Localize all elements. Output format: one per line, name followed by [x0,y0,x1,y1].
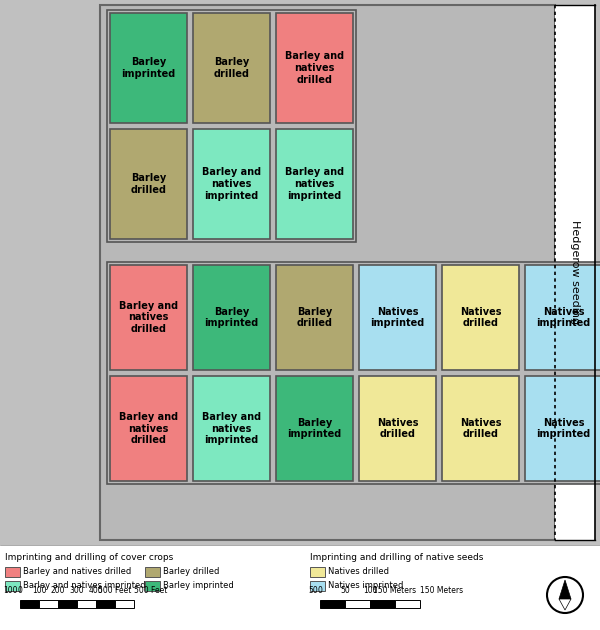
Text: Barley and
natives
imprinted: Barley and natives imprinted [202,168,261,200]
Text: Barley drilled: Barley drilled [163,568,220,576]
Text: 150 Meters: 150 Meters [373,586,416,595]
Text: Imprinting and drilling of cover crops: Imprinting and drilling of cover crops [5,553,173,562]
Bar [107,10,356,242]
Bar [39,600,58,608]
Bar [359,376,436,481]
Bar [442,265,519,370]
Text: Barley and natives imprinted: Barley and natives imprinted [23,581,146,590]
Bar [193,129,270,239]
Bar [5,581,20,591]
Text: 0: 0 [17,586,22,595]
Bar [193,265,270,370]
Text: Barley
imprinted: Barley imprinted [205,307,259,328]
Text: 50: 50 [308,586,318,595]
Text: 200: 200 [51,586,65,595]
Text: 300: 300 [70,586,85,595]
Text: 150 Meters: 150 Meters [420,586,463,595]
Bar [100,5,555,540]
Bar [58,600,77,608]
Text: Natives
imprinted: Natives imprinted [370,307,425,328]
Text: Natives
drilled: Natives drilled [460,307,501,328]
Bar [77,600,96,608]
Text: 100: 100 [363,586,377,595]
Text: Barley
drilled: Barley drilled [131,173,167,195]
Bar [370,600,395,608]
Text: Barley and natives drilled: Barley and natives drilled [23,568,131,576]
Bar [5,567,20,577]
Text: Barley and
natives
drilled: Barley and natives drilled [119,412,178,445]
Bar [110,265,187,370]
Text: Barley and
natives
drilled: Barley and natives drilled [285,52,344,84]
Text: Natives
drilled: Natives drilled [460,418,501,439]
Bar [320,600,345,608]
Text: Natives
drilled: Natives drilled [377,418,418,439]
Text: Imprinting and drilling of native seeds: Imprinting and drilling of native seeds [310,553,484,562]
Polygon shape [559,599,571,610]
Bar [110,13,187,123]
Text: Barley
imprinted: Barley imprinted [287,418,341,439]
Bar [345,600,370,608]
Bar [107,262,600,484]
Text: Natives imprinted: Natives imprinted [328,581,403,590]
Text: 100: 100 [4,586,18,595]
Text: 100: 100 [32,586,46,595]
Text: 0: 0 [317,586,322,595]
Bar [115,600,134,608]
Bar [0,545,600,630]
Bar [110,129,187,239]
Bar [310,581,325,591]
Bar [395,600,420,608]
Bar [310,567,325,577]
Text: Natives
imprinted: Natives imprinted [536,418,590,439]
Bar [276,376,353,481]
Text: Barley imprinted: Barley imprinted [163,581,234,590]
Bar [442,376,519,481]
Text: Natives
imprinted: Natives imprinted [536,307,590,328]
Bar [276,13,353,123]
Bar [276,265,353,370]
Text: 500 Feet: 500 Feet [134,586,167,595]
Bar [276,129,353,239]
Bar [525,265,600,370]
Text: Hedgerow seeding: Hedgerow seeding [570,220,580,324]
Bar [555,5,595,540]
Bar [145,581,160,591]
Bar [525,376,600,481]
Text: Barley and
natives
imprinted: Barley and natives imprinted [202,412,261,445]
Bar [110,376,187,481]
Bar [359,265,436,370]
Text: Barley
imprinted: Barley imprinted [121,57,176,79]
Bar [193,13,270,123]
Text: Barley
drilled: Barley drilled [214,57,250,79]
Bar [20,600,39,608]
Text: Natives drilled: Natives drilled [328,568,389,576]
Text: Barley and
natives
drilled: Barley and natives drilled [119,301,178,334]
Polygon shape [559,580,571,599]
Text: 500 Feet: 500 Feet [98,586,131,595]
Text: Barley
drilled: Barley drilled [296,307,332,328]
Text: 50: 50 [340,586,350,595]
Text: 400: 400 [89,586,103,595]
Bar [96,600,115,608]
Bar [145,567,160,577]
Bar [193,376,270,481]
Text: Barley and
natives
imprinted: Barley and natives imprinted [285,168,344,200]
